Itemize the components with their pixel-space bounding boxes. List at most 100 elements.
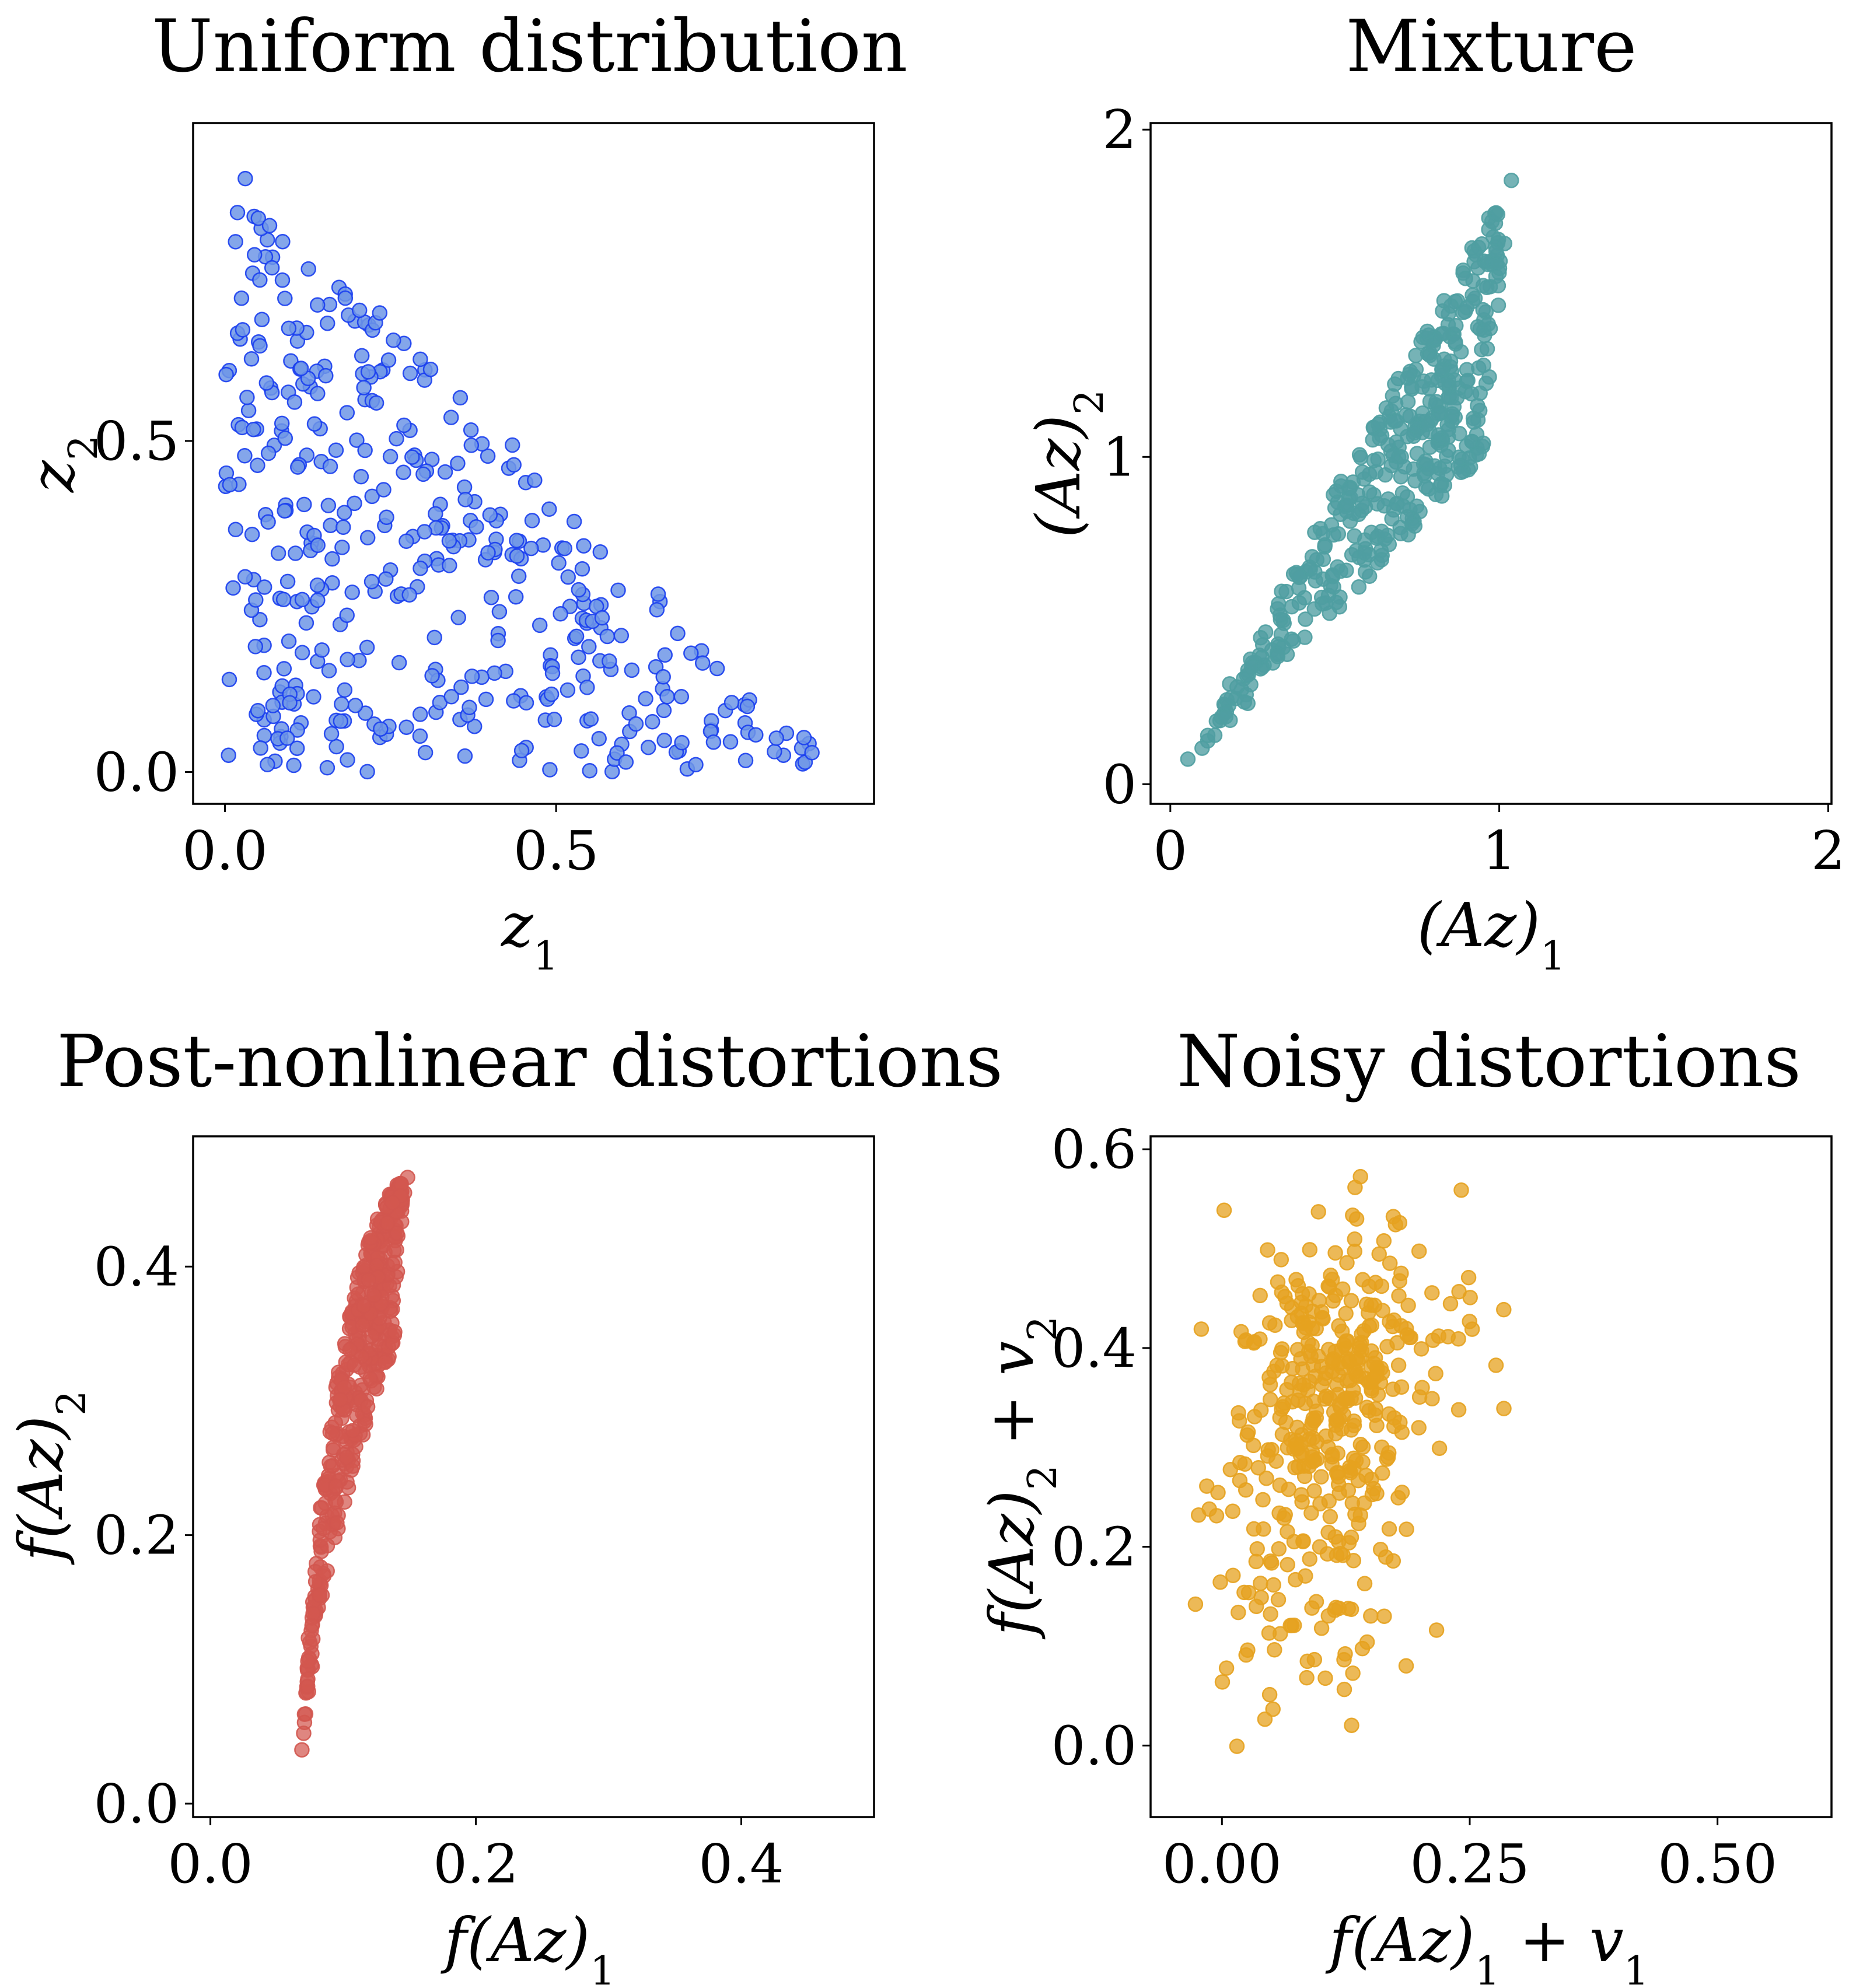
data-point	[378, 571, 394, 587]
data-point	[363, 1230, 379, 1246]
x-tick-label: 2	[1811, 820, 1845, 882]
data-point	[379, 509, 394, 526]
data-point	[274, 415, 290, 432]
data-point	[1246, 1437, 1261, 1454]
data-point	[1252, 1331, 1268, 1347]
y-tick-label: 2	[1102, 99, 1137, 161]
data-point	[638, 691, 653, 707]
data-point	[1225, 1503, 1241, 1519]
data-point	[1359, 1399, 1375, 1415]
data-point	[1350, 487, 1366, 503]
data-point	[298, 615, 314, 631]
data-point	[1392, 1273, 1408, 1289]
data-point	[457, 492, 473, 508]
data-point	[427, 629, 442, 646]
data-point	[300, 1678, 316, 1694]
data-point	[649, 602, 665, 618]
data-point	[320, 498, 337, 513]
data-point	[604, 764, 620, 779]
data-point	[574, 743, 589, 759]
data-point	[1286, 1617, 1302, 1633]
data-point	[1261, 1686, 1278, 1703]
data-point	[1272, 607, 1288, 623]
data-point	[1298, 1298, 1314, 1314]
data-point	[1443, 298, 1459, 314]
data-point	[376, 482, 392, 498]
data-point	[1496, 1401, 1512, 1416]
data-point	[543, 686, 560, 702]
y-tick-label: 0.0	[94, 741, 179, 804]
data-point	[1336, 1336, 1352, 1353]
data-point	[796, 730, 812, 746]
data-point	[339, 607, 355, 623]
data-point	[300, 261, 316, 277]
data-point	[1315, 551, 1331, 568]
panel-title: Uniform distribution	[152, 5, 908, 89]
data-point	[347, 495, 362, 512]
data-point	[1312, 1496, 1328, 1512]
data-point	[264, 260, 280, 276]
data-point	[235, 322, 251, 338]
data-point	[1302, 1242, 1318, 1258]
data-point	[1218, 1660, 1235, 1676]
data-point	[1327, 1602, 1343, 1618]
data-point	[1347, 1243, 1362, 1259]
data-point	[310, 386, 326, 401]
data-point	[342, 1342, 358, 1358]
data-point	[1194, 740, 1210, 756]
data-point	[277, 430, 293, 446]
data-point	[582, 762, 597, 779]
data-point	[1488, 243, 1504, 260]
data-point	[1265, 1701, 1281, 1717]
data-point	[1346, 1413, 1362, 1429]
data-point	[1441, 422, 1456, 438]
data-point	[1470, 260, 1486, 276]
data-point	[321, 663, 337, 678]
data-point	[404, 449, 420, 465]
data-point	[748, 727, 764, 743]
data-point	[1313, 1469, 1329, 1485]
data-point	[628, 716, 644, 732]
data-point	[1340, 1601, 1357, 1616]
y-tick-label: 0	[1102, 753, 1137, 816]
tick-layer: 0.0 0.5 0.0 0.5	[94, 410, 599, 882]
data-point	[1361, 1305, 1376, 1321]
data-point	[1459, 300, 1475, 316]
data-point	[314, 1500, 330, 1516]
data-point	[1254, 637, 1271, 653]
data-point	[246, 247, 263, 263]
data-point	[318, 368, 334, 384]
data-point	[337, 290, 354, 306]
data-point	[523, 540, 539, 556]
data-point	[1448, 317, 1464, 334]
data-point	[1420, 416, 1435, 432]
data-point	[1424, 1391, 1440, 1406]
plot-frame	[192, 122, 875, 805]
data-point	[1313, 1620, 1330, 1636]
data-point	[1474, 341, 1490, 358]
data-point	[1214, 1674, 1231, 1690]
points-layer	[1187, 1168, 1512, 1754]
data-point	[1250, 1460, 1266, 1476]
data-point	[487, 665, 502, 681]
tick-layer: 0.00 0.25 0.50 0.0 0.2 0.4 0.6	[1051, 1118, 1777, 1895]
data-point	[1385, 1209, 1401, 1224]
data-point	[1216, 1202, 1232, 1218]
data-point	[386, 332, 401, 348]
data-point	[1331, 1411, 1347, 1427]
data-point	[1428, 1622, 1445, 1638]
data-point	[1357, 1495, 1372, 1511]
data-point	[1422, 439, 1438, 455]
data-point	[258, 375, 275, 391]
data-point	[288, 545, 303, 561]
data-point	[1330, 1476, 1347, 1492]
data-point	[581, 639, 597, 654]
data-point	[1364, 1343, 1379, 1359]
data-point	[270, 545, 286, 561]
data-point	[334, 540, 350, 555]
data-point	[1371, 1246, 1387, 1262]
data-point	[1462, 1314, 1477, 1329]
data-point	[1255, 1492, 1271, 1508]
data-point	[437, 464, 453, 480]
data-point	[333, 713, 349, 729]
